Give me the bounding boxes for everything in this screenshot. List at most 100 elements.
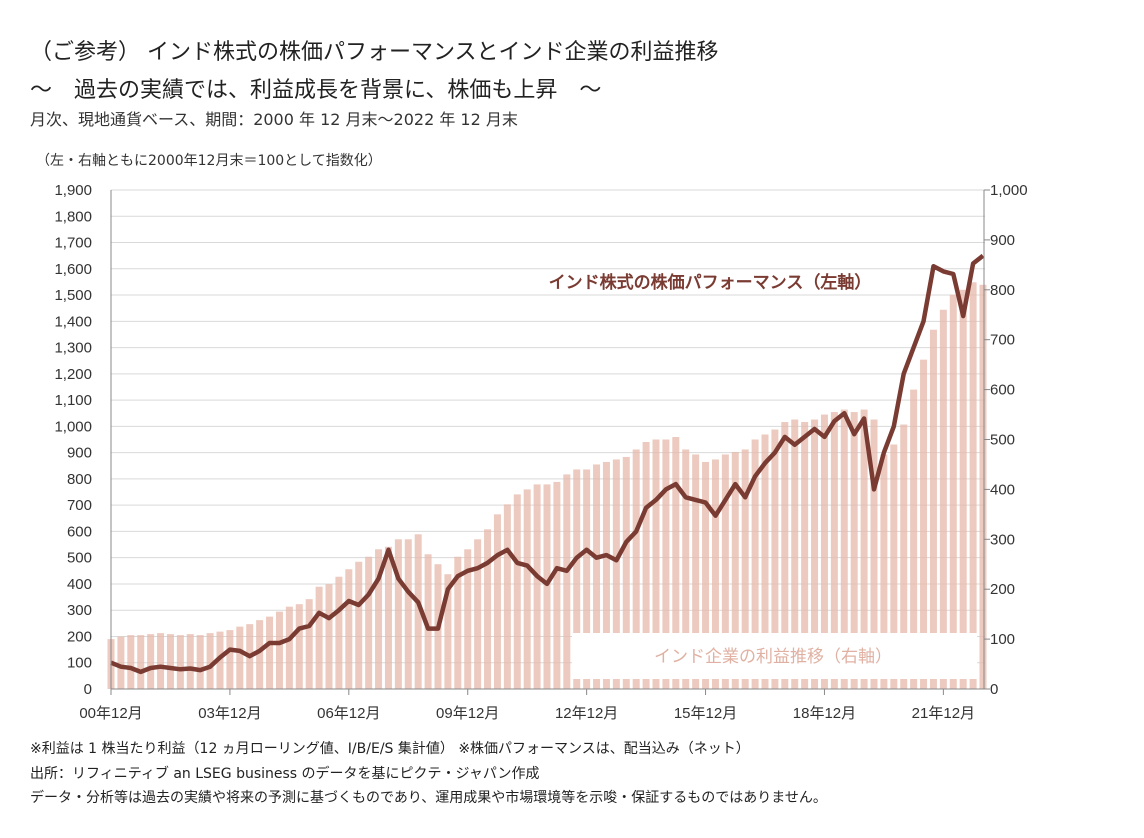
eps-bar — [196, 635, 204, 689]
eps-bar — [384, 546, 392, 689]
eps-label-box — [572, 633, 977, 679]
eps-bar — [702, 461, 710, 689]
x-axis-tick-label: 12年12月 — [555, 705, 618, 722]
right-axis-tick-label: 900 — [990, 232, 1015, 249]
eps-bar — [801, 422, 809, 689]
eps-bar — [860, 409, 868, 689]
eps-bar — [345, 569, 353, 689]
eps-bar — [900, 424, 908, 689]
eps-bar — [870, 419, 878, 689]
eps-bar — [583, 469, 591, 689]
eps-bar — [890, 444, 898, 689]
eps-bar — [295, 604, 303, 689]
eps-series-label: インド企業の利益推移（右軸） — [654, 647, 892, 667]
right-axis-tick-label: 300 — [990, 531, 1015, 548]
right-axis-tick-label: 800 — [990, 282, 1015, 299]
left-axis-tick-label: 1,100 — [54, 392, 92, 409]
eps-bar — [206, 633, 214, 689]
eps-bar — [166, 634, 174, 689]
eps-bar — [335, 576, 343, 689]
eps-bar — [454, 556, 462, 689]
eps-bar — [127, 635, 135, 689]
left-axis-tick-label: 600 — [67, 523, 92, 540]
left-axis-tick-label: 1,200 — [54, 366, 92, 383]
eps-bar — [325, 584, 333, 689]
eps-bar — [513, 494, 521, 689]
eps-bar — [731, 451, 739, 689]
left-axis-tick-label: 800 — [67, 471, 92, 488]
left-axis-tick-label: 0 — [84, 681, 92, 698]
eps-bar — [424, 554, 432, 689]
eps-bar — [840, 409, 848, 689]
x-axis-tick-label: 00年12月 — [79, 705, 142, 722]
right-axis-tick-label: 600 — [990, 382, 1015, 399]
eps-bar — [503, 504, 511, 689]
left-axis-tick-label: 1,500 — [54, 287, 92, 304]
eps-bar — [662, 439, 670, 689]
chart-title: （ご参考） インド株式の株価パフォーマンスとインド企業の利益推移 — [30, 40, 719, 65]
footnote-source: 出所：リフィニティブ an LSEG business のデータを基にピクテ・ジ… — [30, 766, 540, 782]
eps-bar — [741, 449, 749, 689]
eps-bar — [117, 636, 125, 689]
price-line — [110, 253, 985, 675]
eps-bar — [414, 534, 422, 689]
eps-bar — [771, 429, 779, 689]
eps-bar — [791, 419, 799, 689]
eps-bar — [969, 282, 977, 689]
index-note: （左・右軸ともに2000年12月末＝100として指数化） — [36, 153, 382, 169]
eps-bar — [682, 449, 690, 689]
eps-bar — [493, 514, 501, 689]
x-axis-tick-label: 03年12月 — [198, 705, 261, 722]
eps-bar — [711, 459, 719, 689]
eps-bar — [266, 616, 274, 689]
x-axis-tick-label: 18年12月 — [793, 705, 856, 722]
eps-bar — [751, 439, 759, 689]
eps-bar — [394, 539, 402, 689]
eps-bar — [444, 574, 452, 689]
eps-bar — [979, 284, 987, 689]
left-axis-tick-label: 1,000 — [54, 418, 92, 435]
eps-bar — [781, 422, 789, 689]
eps-bar — [157, 633, 165, 689]
right-axis-tick-label: 400 — [990, 481, 1015, 498]
eps-bar — [949, 294, 957, 689]
left-axis-tick-label: 200 — [67, 628, 92, 645]
left-axis-tick-label: 700 — [67, 497, 92, 514]
eps-bar — [920, 359, 928, 689]
eps-bar — [830, 412, 838, 689]
right-axis-tick-label: 0 — [990, 681, 998, 698]
eps-bar — [910, 389, 918, 689]
eps-bar — [404, 539, 412, 689]
x-axis-tick-label: 21年12月 — [912, 705, 975, 722]
eps-bar — [137, 635, 145, 689]
eps-bar — [305, 599, 313, 689]
eps-bar — [593, 464, 601, 689]
axes: 0 100 200 300 400 500 600 700 800 900 1,000 1,100 1,… — [54, 182, 1027, 722]
left-axis-tick-label: 1,700 — [54, 235, 92, 252]
right-axis-tick-label: 1,000 — [990, 182, 1028, 199]
eps-bar — [939, 309, 947, 689]
eps-bar — [721, 454, 729, 689]
eps-bar — [543, 484, 551, 689]
eps-bar — [285, 606, 293, 689]
eps-bar — [761, 434, 769, 689]
eps-bar — [573, 469, 581, 689]
price-series-label: インド株式の株価パフォーマンス（左軸） — [549, 272, 872, 293]
eps-bar — [622, 456, 630, 689]
eps-bar — [375, 549, 383, 689]
eps-bar — [474, 539, 482, 689]
left-axis-tick-label: 100 — [67, 655, 92, 672]
eps-bar — [176, 635, 184, 689]
left-axis-tick-label: 1,600 — [54, 261, 92, 278]
x-axis-tick-label: 06年12月 — [317, 705, 380, 722]
eps-bar — [602, 461, 610, 689]
eps-bar — [523, 489, 531, 689]
eps-bars — [107, 282, 987, 689]
footnote-eps: ※利益は 1 株当たり利益（12 ヵ月ローリング値、I/B/E/S 集計値） ※… — [30, 741, 750, 757]
x-axis-tick-label: 09年12月 — [436, 705, 499, 722]
eps-bar — [811, 419, 819, 689]
eps-bar — [553, 481, 561, 689]
footnote-disclaimer: データ・分析等は過去の実績や将来の予測に基づくものであり、運用成果や市場環境等を… — [30, 790, 827, 806]
left-axis-tick-label: 1,400 — [54, 313, 92, 330]
